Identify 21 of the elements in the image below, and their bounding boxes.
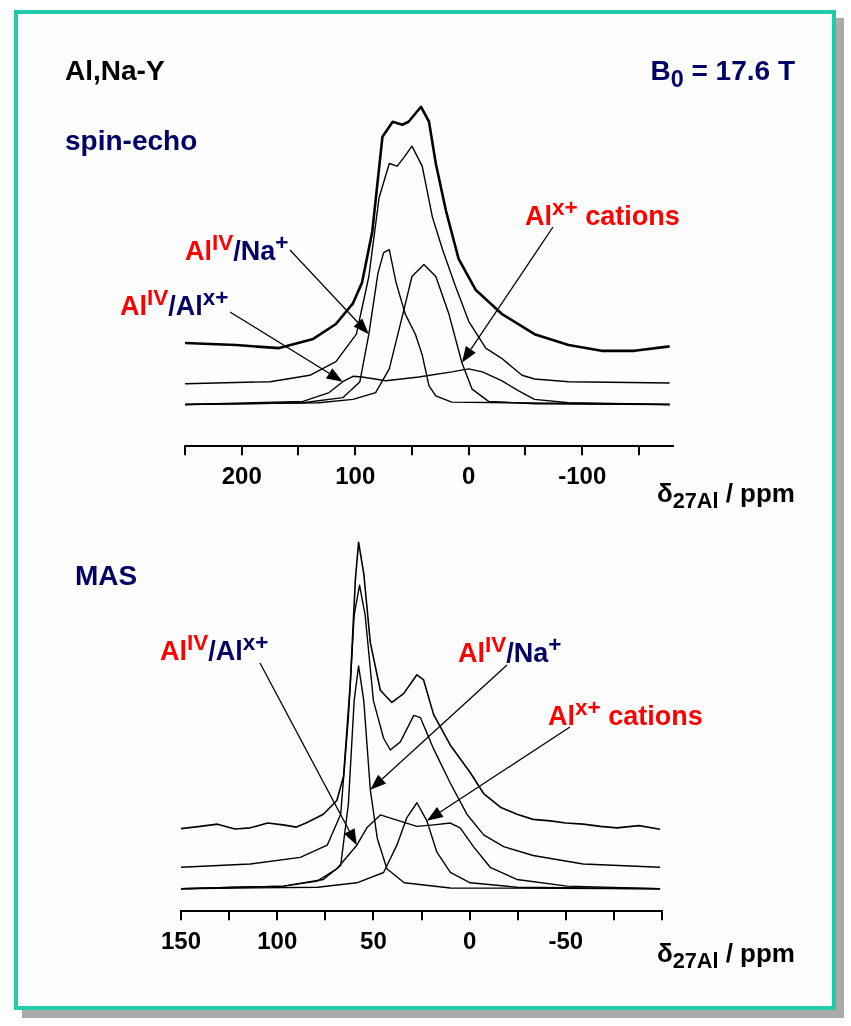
annotation: Al$^{IV}$/Al$^{x+}$ (160, 630, 269, 666)
x-axis-title: δ$_{27Al}$ / ppm (656, 478, 795, 515)
x-tick-label: 100 (335, 462, 376, 490)
annotation: Al$^{x+}$ cations (548, 695, 703, 731)
chart-title: Al,Na-Y (65, 55, 165, 87)
x-tick-label: 0 (462, 927, 477, 955)
x-axis-title: δ$_{27Al}$ / ppm (656, 938, 795, 975)
x-tick-label: 200 (221, 462, 262, 490)
text: spin-echo (65, 125, 198, 157)
annotation: Al$^{IV}$/Na$^{+}$ (458, 632, 562, 668)
annotation: Al$^{x+}$ cations (525, 195, 680, 231)
x-tick-label: 50 (360, 927, 387, 955)
text: B$_{0}$ = 17.6 T (650, 55, 795, 93)
x-tick-label: 0 (462, 462, 476, 490)
x-tick-label: -100 (558, 462, 607, 490)
x-tick-label: 150 (160, 927, 202, 955)
annotation: Al$^{IV}$/Na$^{+}$ (185, 230, 289, 266)
x-tick-label: 100 (257, 927, 298, 955)
text: MAS (75, 560, 138, 592)
x-tick-label: -50 (548, 927, 584, 955)
annotation: Al$^{IV}$/Al$^{x+}$ (120, 285, 229, 321)
